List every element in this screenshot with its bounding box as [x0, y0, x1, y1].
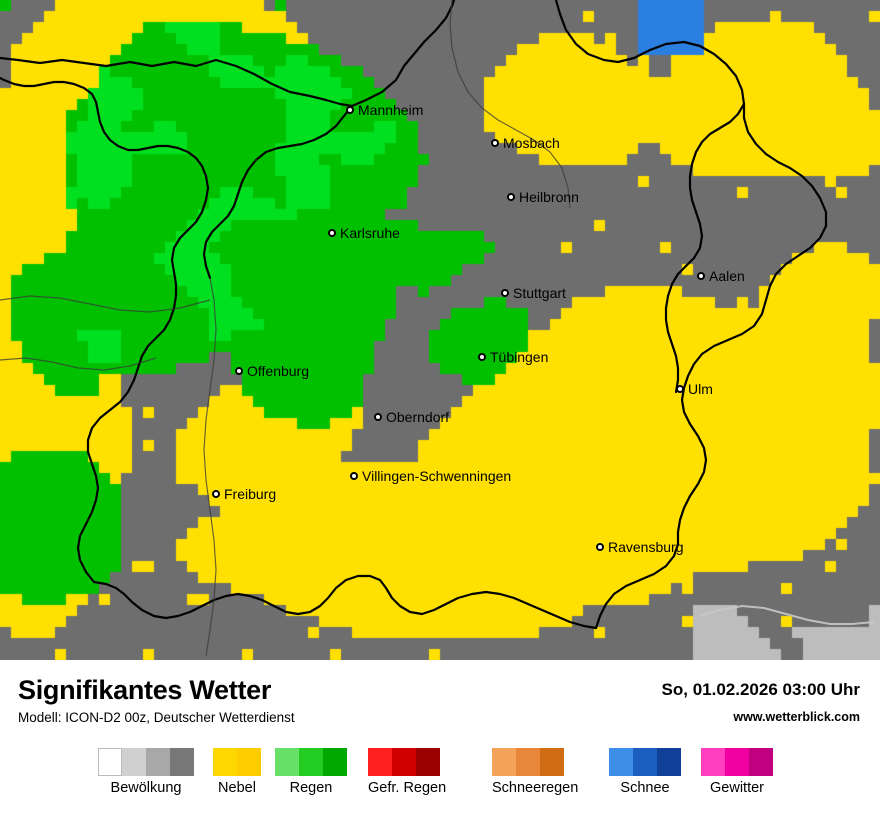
legend-label: Schneeregen	[492, 780, 579, 796]
legend-swatch	[540, 748, 564, 776]
legend-swatch	[98, 748, 122, 776]
legend-swatch	[170, 748, 194, 776]
legend-swatch	[237, 748, 261, 776]
legend-group: Gewitter	[701, 748, 773, 796]
legend-swatch	[609, 748, 633, 776]
map-borders-layer	[0, 0, 875, 657]
legend-swatch	[368, 748, 392, 776]
weather-map[interactable]: Mannheim Mosbach Heilbronn Karlsruhe Aalen St…	[0, 0, 880, 660]
legend-group: Regen	[275, 748, 347, 796]
legend-label: Gewitter	[710, 780, 764, 796]
legend-swatch	[275, 748, 299, 776]
legend-group: Schnee	[609, 748, 681, 796]
legend-swatch	[725, 748, 749, 776]
legend-swatch	[516, 748, 540, 776]
legend-swatch	[633, 748, 657, 776]
legend-swatch	[657, 748, 681, 776]
legend-swatches	[368, 748, 440, 776]
legend-swatch	[416, 748, 440, 776]
legend-group: Schneeregen	[492, 748, 579, 796]
model-info: Modell: ICON-D2 00z, Deutscher Wetterdie…	[18, 710, 295, 725]
legend-swatches	[609, 748, 681, 776]
forecast-datetime: So, 01.02.2026 03:00 Uhr	[661, 680, 860, 699]
map-footer: Signifikantes Wetter Modell: ICON-D2 00z…	[0, 660, 880, 830]
legend-swatches	[213, 748, 261, 776]
legend-swatches	[492, 748, 564, 776]
legend-swatch	[749, 748, 773, 776]
legend-group: Gefr. Regen	[368, 748, 447, 796]
legend-swatch	[323, 748, 347, 776]
legend-swatch	[392, 748, 416, 776]
legend-swatch	[492, 748, 516, 776]
website-label: www.wetterblick.com	[733, 710, 860, 724]
legend: Bewölkung Nebel Regen Gefr. Regen Schneerege…	[0, 748, 880, 820]
legend-swatches	[701, 748, 773, 776]
legend-swatches	[275, 748, 347, 776]
legend-label: Regen	[289, 780, 333, 796]
legend-group: Nebel	[213, 748, 261, 796]
legend-swatches	[98, 748, 194, 776]
legend-swatch	[299, 748, 323, 776]
legend-group: Bewölkung	[98, 748, 194, 796]
legend-swatch	[122, 748, 146, 776]
legend-swatch	[701, 748, 725, 776]
legend-swatch	[146, 748, 170, 776]
legend-label: Schnee	[620, 780, 670, 796]
page-title: Signifikantes Wetter	[18, 675, 272, 705]
legend-swatch	[213, 748, 237, 776]
precipitation-raster-layer	[0, 0, 880, 660]
legend-label: Nebel	[218, 780, 256, 796]
legend-label: Bewölkung	[110, 780, 182, 796]
legend-label: Gefr. Regen	[368, 780, 447, 796]
